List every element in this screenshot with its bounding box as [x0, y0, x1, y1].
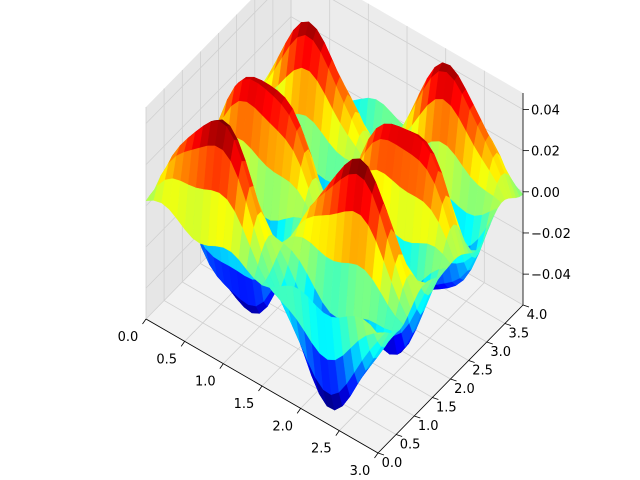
x-tick-label: 1.0 — [195, 375, 216, 390]
surface-patch — [370, 324, 382, 335]
y-tick — [486, 341, 493, 345]
x-tick — [258, 385, 263, 392]
axis-lines — [142, 93, 530, 459]
y-tick — [377, 452, 385, 456]
y-tick-label: 4.0 — [527, 308, 548, 323]
x-tick-label: 2.5 — [311, 442, 332, 457]
z-tick-label: 0.00 — [531, 186, 560, 201]
y-tick — [432, 397, 439, 400]
x-tick-label: 2.0 — [272, 419, 293, 434]
y-tick-label: 3.5 — [509, 327, 530, 342]
x-tick-label: 1.5 — [234, 397, 255, 412]
x-tick — [296, 408, 301, 414]
tick-labels: 0.0 0.5 1.0 1.5 2.0 2.5 3.0 0.0 0.5 1.0 1.5 2.0 2.5 3… — [118, 103, 571, 479]
z-tick-label: −0.04 — [531, 268, 571, 283]
y-tick — [414, 415, 421, 419]
y-tick-label: 2.5 — [472, 364, 493, 379]
x-tick — [374, 452, 379, 459]
y-tick-label: 3.0 — [490, 345, 511, 360]
x-tick-label: 0.0 — [118, 330, 139, 345]
z-tick-label: 0.04 — [531, 103, 560, 118]
x-tick-label: 3.0 — [350, 464, 371, 479]
y-tick — [522, 304, 530, 308]
x-tick — [142, 318, 147, 325]
x-tick-label: 0.5 — [156, 352, 177, 367]
y-tick-label: 1.0 — [418, 419, 439, 434]
surface — [145, 21, 524, 411]
x-tick — [335, 430, 340, 436]
z-tick-label: 0.02 — [531, 145, 560, 160]
z-tick-label: −0.02 — [531, 227, 571, 242]
y-tick — [450, 378, 457, 382]
y-tick — [395, 434, 403, 437]
x-tick — [180, 341, 185, 347]
y-tick — [504, 323, 512, 326]
y-tick-label: 0.5 — [400, 438, 421, 453]
x-tick — [219, 363, 224, 369]
y-tick-label: 0.0 — [382, 456, 403, 471]
y-tick-label: 2.0 — [454, 382, 475, 397]
y-tick-label: 1.5 — [436, 401, 457, 416]
y-tick — [468, 360, 475, 363]
